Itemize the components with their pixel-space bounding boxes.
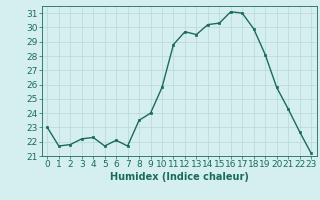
X-axis label: Humidex (Indice chaleur): Humidex (Indice chaleur) xyxy=(110,172,249,182)
